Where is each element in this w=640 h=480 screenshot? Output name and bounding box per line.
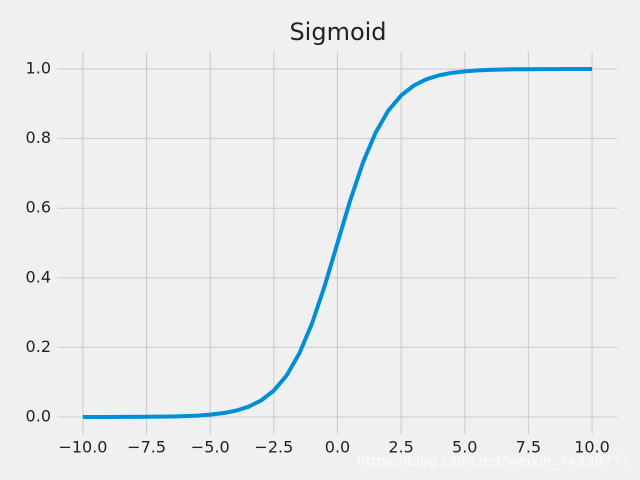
y-tick-label: 1.0 bbox=[26, 59, 51, 78]
data-line bbox=[82, 67, 593, 419]
y-tick-label: 0.4 bbox=[26, 267, 51, 286]
x-tick-label: 7.5 bbox=[516, 438, 541, 457]
y-tick-label: 0.2 bbox=[26, 337, 51, 356]
y-tick-label: 0.6 bbox=[26, 198, 51, 217]
x-tick-label: 2.5 bbox=[388, 438, 413, 457]
x-tick-label: 5.0 bbox=[452, 438, 477, 457]
chart-title: Sigmoid bbox=[289, 18, 386, 46]
y-tick-label: 0.0 bbox=[26, 407, 51, 426]
x-tick-label: −10.0 bbox=[58, 438, 107, 457]
x-tick-label: 10.0 bbox=[574, 438, 610, 457]
x-tick-label: −2.5 bbox=[254, 438, 293, 457]
y-tick-label: 0.8 bbox=[26, 128, 51, 147]
watermark: https://blog.csdn.net/weixin_44330777 bbox=[357, 454, 630, 470]
x-tick-label: −7.5 bbox=[127, 438, 166, 457]
x-tick-label: −5.0 bbox=[191, 438, 230, 457]
x-tick-label: 0.0 bbox=[325, 438, 350, 457]
